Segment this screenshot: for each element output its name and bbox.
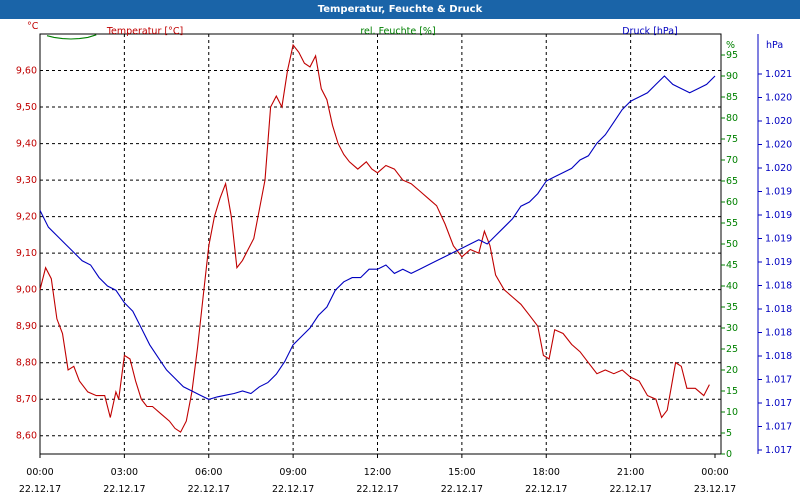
right-axis-unit: hPa <box>766 40 783 51</box>
left-tick-label: 9,20 <box>16 212 37 223</box>
left-tick-label: 8,90 <box>16 321 37 332</box>
mid-tick-label: 35 <box>726 302 738 313</box>
right-tick-label: 1.020 <box>765 93 792 104</box>
x-tick-date: 22.12.17 <box>19 484 61 495</box>
series-line <box>46 34 97 40</box>
legend-label: Temperatur [°C] <box>106 26 183 37</box>
right-tick-label: 1.017 <box>765 375 792 386</box>
right-tick-label: 1.017 <box>765 422 792 433</box>
right-tick-label: 1.018 <box>765 351 792 362</box>
right-tick-label: 1.018 <box>765 281 792 292</box>
x-tick-time: 00:00 <box>26 467 53 478</box>
x-tick-time: 12:00 <box>364 467 391 478</box>
chart: 9,60 9,50 9,40 9,30 9,20 9,10 9,00 8,90 8,80 8,70… <box>16 21 792 495</box>
x-tick-time: 03:00 <box>111 467 138 478</box>
mid-tick-label: 50 <box>726 239 738 250</box>
x-tick-date: 22.12.17 <box>441 484 483 495</box>
x-tick-time: 18:00 <box>533 467 560 478</box>
left-tick-label: 9,30 <box>16 175 37 186</box>
x-tick-time: 09:00 <box>279 467 306 478</box>
chart-title: Temperatur, Feuchte & Druck <box>0 0 800 19</box>
mid-axis-unit: % <box>726 40 735 51</box>
x-tick-time: 15:00 <box>448 467 475 478</box>
right-tick-label: 1.019 <box>765 257 792 268</box>
right-tick-label: 1.021 <box>765 69 792 80</box>
axes: 9,60 9,50 9,40 9,30 9,20 9,10 9,00 8,90 8,80 8,70… <box>16 21 792 495</box>
x-tick-date: 22.12.17 <box>609 484 651 495</box>
left-tick-label: 8,70 <box>16 394 37 405</box>
mid-tick-label: 90 <box>726 71 738 82</box>
x-tick-date: 22.12.17 <box>356 484 398 495</box>
left-tick-label: 9,50 <box>16 102 37 113</box>
x-tick-date: 23.12.17 <box>694 484 736 495</box>
right-tick-label: 1.017 <box>765 398 792 409</box>
legend: Temperatur [°C] rel. Feuchte [%] Druck [hP… <box>106 26 678 37</box>
mid-tick-label: 40 <box>726 281 738 292</box>
mid-tick-label: 60 <box>726 197 738 208</box>
left-tick-label: 8,80 <box>16 358 37 369</box>
mid-tick-label: 30 <box>726 323 738 334</box>
mid-tick-label: 5 <box>726 428 732 439</box>
mid-tick-label: 25 <box>726 344 738 355</box>
mid-tick-label: 55 <box>726 218 738 229</box>
mid-tick-label: 10 <box>726 407 738 418</box>
left-tick-label: 8,60 <box>16 431 37 442</box>
mid-tick-label: 95 <box>726 50 738 61</box>
mid-tick-label: 80 <box>726 113 738 124</box>
right-tick-label: 1.020 <box>765 140 792 151</box>
mid-tick-label: 85 <box>726 92 738 103</box>
plot-frame <box>39 33 722 455</box>
series-lines <box>39 34 716 433</box>
right-tick-label: 1.018 <box>765 328 792 339</box>
series-line <box>39 43 710 433</box>
right-tick-label: 1.018 <box>765 304 792 315</box>
x-tick-date: 22.12.17 <box>272 484 314 495</box>
grid <box>39 33 722 458</box>
left-axis-unit: °C <box>27 21 39 32</box>
left-tick-label: 9,10 <box>16 248 37 259</box>
mid-tick-label: 0 <box>726 449 732 460</box>
left-tick-label: 9,40 <box>16 139 37 150</box>
right-tick-label: 1.019 <box>765 234 792 245</box>
x-tick-date: 22.12.17 <box>188 484 230 495</box>
left-tick-label: 9,60 <box>16 66 37 77</box>
mid-tick-label: 45 <box>726 260 738 271</box>
right-tick-label: 1.020 <box>765 116 792 127</box>
x-tick-date: 22.12.17 <box>525 484 567 495</box>
legend-label: rel. Feuchte [%] <box>360 26 435 37</box>
mid-tick-label: 15 <box>726 386 738 397</box>
x-tick-date: 22.12.17 <box>103 484 145 495</box>
legend-label: Druck [hPa] <box>622 26 678 37</box>
series-line <box>39 75 716 400</box>
mid-tick-label: 75 <box>726 134 738 145</box>
right-tick-label: 1.019 <box>765 210 792 221</box>
right-tick-label: 1.020 <box>765 163 792 174</box>
x-tick-time: 21:00 <box>617 467 644 478</box>
mid-tick-label: 70 <box>726 155 738 166</box>
left-tick-label: 9,00 <box>16 285 37 296</box>
x-tick-time: 06:00 <box>195 467 222 478</box>
mid-tick-label: 20 <box>726 365 738 376</box>
x-tick-time: 00:00 <box>701 467 728 478</box>
right-tick-label: 1.019 <box>765 187 792 198</box>
mid-tick-label: 65 <box>726 176 738 187</box>
right-tick-label: 1.017 <box>765 445 792 456</box>
